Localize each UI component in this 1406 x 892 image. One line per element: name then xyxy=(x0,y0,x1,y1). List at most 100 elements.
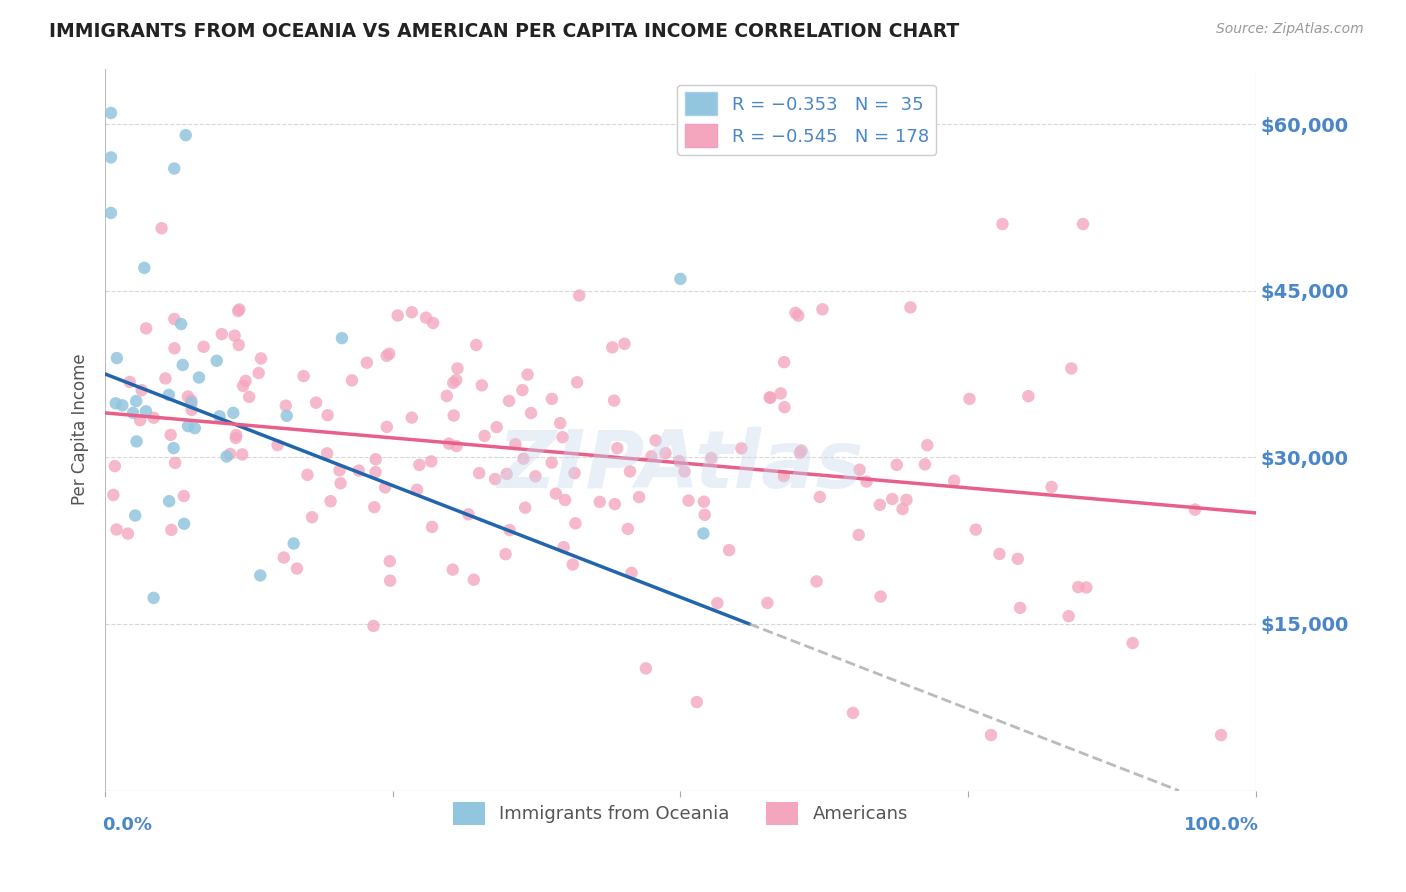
Point xyxy=(700,451,723,466)
Point xyxy=(693,508,716,522)
Point xyxy=(524,469,547,483)
Point xyxy=(134,260,156,275)
Point xyxy=(406,483,429,497)
Point xyxy=(619,464,641,478)
Point xyxy=(100,206,122,220)
Point xyxy=(172,358,194,372)
Point xyxy=(177,419,200,434)
Point xyxy=(436,389,458,403)
Point xyxy=(495,467,517,481)
Point xyxy=(758,391,780,405)
Point xyxy=(316,446,339,460)
Point xyxy=(159,428,181,442)
Point xyxy=(980,728,1002,742)
Point xyxy=(808,490,831,504)
Point xyxy=(869,590,891,604)
Point xyxy=(228,338,250,352)
Point xyxy=(606,441,628,455)
Point xyxy=(855,475,877,489)
Point xyxy=(959,392,981,406)
Point xyxy=(100,106,122,120)
Point xyxy=(238,390,260,404)
Point xyxy=(170,317,193,331)
Point xyxy=(378,554,401,568)
Point xyxy=(463,573,485,587)
Point xyxy=(544,486,567,500)
Point xyxy=(540,456,562,470)
Point xyxy=(100,150,122,164)
Point xyxy=(446,439,468,453)
Text: 100.0%: 100.0% xyxy=(1184,816,1258,834)
Point xyxy=(1060,361,1083,376)
Point xyxy=(759,391,782,405)
Point xyxy=(806,574,828,589)
Point xyxy=(644,434,666,448)
Point xyxy=(693,494,716,508)
Point xyxy=(162,441,184,455)
Point xyxy=(150,221,173,235)
Point xyxy=(446,361,468,376)
Point xyxy=(443,409,465,423)
Point xyxy=(1010,600,1032,615)
Point xyxy=(228,302,250,317)
Point xyxy=(869,498,891,512)
Point xyxy=(180,396,202,410)
Text: IMMIGRANTS FROM OCEANIA VS AMERICAN PER CAPITA INCOME CORRELATION CHART: IMMIGRANTS FROM OCEANIA VS AMERICAN PER … xyxy=(49,22,959,41)
Point xyxy=(730,442,752,456)
Point xyxy=(603,497,626,511)
Point xyxy=(415,310,437,325)
Point xyxy=(485,420,508,434)
Point xyxy=(548,416,571,430)
Point xyxy=(811,302,834,317)
Point xyxy=(437,436,460,450)
Point xyxy=(105,351,128,365)
Point xyxy=(193,340,215,354)
Point xyxy=(319,494,342,508)
Point xyxy=(125,434,148,449)
Point xyxy=(292,369,315,384)
Point xyxy=(340,373,363,387)
Point xyxy=(205,353,228,368)
Point xyxy=(363,500,385,515)
Point xyxy=(457,508,479,522)
Point xyxy=(329,476,352,491)
Point xyxy=(512,383,534,397)
Point xyxy=(276,409,298,423)
Point xyxy=(441,376,464,390)
Point xyxy=(628,490,651,504)
Point xyxy=(1076,581,1098,595)
Point xyxy=(356,356,378,370)
Point xyxy=(692,526,714,541)
Point xyxy=(226,304,249,318)
Text: 0.0%: 0.0% xyxy=(101,816,152,834)
Point xyxy=(163,341,186,355)
Point xyxy=(104,396,127,410)
Point xyxy=(274,399,297,413)
Point xyxy=(249,568,271,582)
Point xyxy=(316,409,339,423)
Point xyxy=(224,328,246,343)
Text: Source: ZipAtlas.com: Source: ZipAtlas.com xyxy=(1216,22,1364,37)
Point xyxy=(617,522,640,536)
Point xyxy=(474,429,496,443)
Point xyxy=(297,467,319,482)
Point xyxy=(564,466,586,480)
Point xyxy=(135,321,157,335)
Point xyxy=(155,371,177,385)
Point xyxy=(184,421,207,435)
Point xyxy=(498,393,520,408)
Point xyxy=(1067,580,1090,594)
Point xyxy=(363,619,385,633)
Point xyxy=(408,458,430,472)
Point xyxy=(848,463,870,477)
Point xyxy=(329,463,352,477)
Point xyxy=(551,430,574,444)
Point xyxy=(1071,217,1094,231)
Point xyxy=(103,488,125,502)
Point xyxy=(219,447,242,461)
Point xyxy=(991,217,1014,231)
Point xyxy=(222,406,245,420)
Point xyxy=(603,393,626,408)
Point xyxy=(917,438,939,452)
Point xyxy=(787,309,810,323)
